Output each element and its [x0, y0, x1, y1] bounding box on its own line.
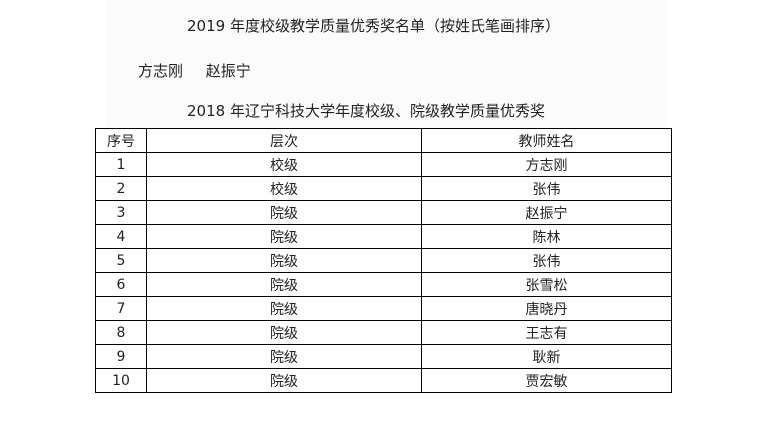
header-teacher: 教师姓名 — [421, 128, 672, 153]
table-row: 3 院级 赵振宁 — [95, 200, 672, 225]
winner-name: 方志刚 — [138, 62, 184, 80]
cell-index: 10 — [95, 368, 147, 393]
cell-level: 院级 — [146, 368, 422, 393]
cell-teacher: 王志有 — [421, 320, 672, 345]
cell-index: 4 — [95, 224, 147, 249]
header-index: 序号 — [95, 128, 147, 153]
cell-index: 3 — [95, 200, 147, 225]
table-row: 6 院级 张雪松 — [95, 272, 672, 297]
title-2018: 2018 年辽宁科技大学年度校级、院级教学质量优秀奖 — [187, 102, 545, 120]
award-table: 序号 层次 教师姓名 1 校级 方志刚 2 校级 张伟 3 院级 赵振宁 4 院级 陈林 5 院级 张伟 6 院… — [95, 128, 672, 393]
cell-teacher: 耿新 — [421, 344, 672, 369]
cell-level: 院级 — [146, 296, 422, 321]
cell-level: 校级 — [146, 176, 422, 201]
cell-index: 1 — [95, 152, 147, 177]
cell-index: 5 — [95, 248, 147, 273]
cell-level: 院级 — [146, 344, 422, 369]
table-row: 8 院级 王志有 — [95, 320, 672, 345]
cell-teacher: 张雪松 — [421, 272, 672, 297]
cell-index: 2 — [95, 176, 147, 201]
cell-index: 9 — [95, 344, 147, 369]
table-row: 10 院级 贾宏敏 — [95, 368, 672, 393]
title-2019: 2019 年度校级教学质量优秀奖名单（按姓氏笔画排序） — [187, 17, 560, 35]
winner-name: 赵振宁 — [205, 62, 251, 80]
header-background — [105, 0, 665, 128]
cell-teacher: 张伟 — [421, 176, 672, 201]
cell-teacher: 方志刚 — [421, 152, 672, 177]
cell-teacher: 陈林 — [421, 224, 672, 249]
cell-teacher: 贾宏敏 — [421, 368, 672, 393]
header-level: 层次 — [146, 128, 422, 153]
cell-index: 6 — [95, 272, 147, 297]
table-header: 序号 层次 教师姓名 — [95, 128, 672, 153]
table-row: 2 校级 张伟 — [95, 176, 672, 201]
table-row: 1 校级 方志刚 — [95, 152, 672, 177]
cell-teacher: 唐晓丹 — [421, 296, 672, 321]
cell-level: 院级 — [146, 248, 422, 273]
table-row: 4 院级 陈林 — [95, 224, 672, 249]
cell-level: 院级 — [146, 272, 422, 297]
table-row: 7 院级 唐晓丹 — [95, 296, 672, 321]
table-row: 5 院级 张伟 — [95, 248, 672, 273]
cell-level: 院级 — [146, 320, 422, 345]
cell-teacher: 赵振宁 — [421, 200, 672, 225]
cell-index: 8 — [95, 320, 147, 345]
cell-index: 7 — [95, 296, 147, 321]
cell-level: 校级 — [146, 152, 422, 177]
cell-level: 院级 — [146, 200, 422, 225]
table-row: 9 院级 耿新 — [95, 344, 672, 369]
cell-teacher: 张伟 — [421, 248, 672, 273]
cell-level: 院级 — [146, 224, 422, 249]
winners-2019: 方志刚 赵振宁 — [138, 60, 269, 81]
